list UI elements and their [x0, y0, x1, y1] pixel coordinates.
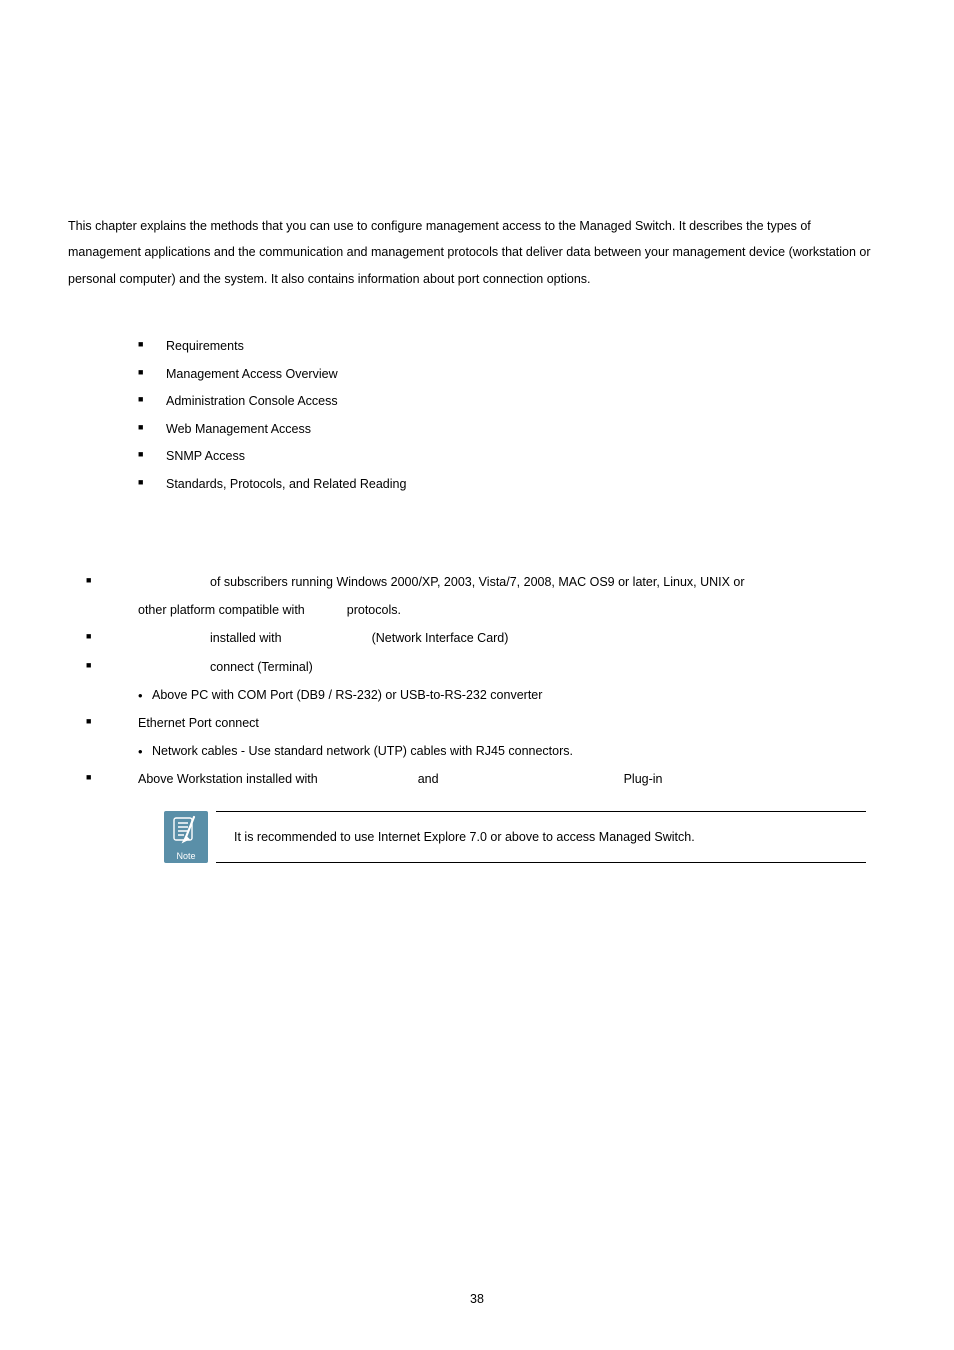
text: of subscribers running Windows 2000/XP, … — [210, 575, 745, 589]
note-icon-cell: Note — [156, 811, 216, 863]
note-text: It is recommended to use Internet Explor… — [234, 830, 695, 844]
text: (Network Interface Card) — [372, 631, 509, 645]
text: and — [418, 772, 439, 786]
topics-list: Requirements Management Access Overview … — [138, 333, 886, 498]
text: Above Workstation installed with — [138, 772, 318, 786]
list-item: Administration Console Access — [138, 388, 886, 416]
note-block: Note It is recommended to use Internet E… — [156, 811, 866, 863]
list-item: connect (Terminal) Above PC with COM Por… — [86, 653, 886, 709]
note-text-cell: It is recommended to use Internet Explor… — [216, 811, 866, 863]
list-item: Standards, Protocols, and Related Readin… — [138, 471, 886, 499]
list-item: Management Access Overview — [138, 361, 886, 389]
text: other platform compatible with — [138, 603, 305, 617]
text: connect (Terminal) — [210, 660, 313, 674]
note-label: Note — [164, 851, 208, 861]
text: protocols. — [347, 603, 401, 617]
list-item: Above PC with COM Port (DB9 / RS-232) or… — [138, 681, 886, 709]
list-item: Web Management Access — [138, 416, 886, 444]
sub-list: Network cables - Use standard network (U… — [138, 737, 886, 765]
list-item: of subscribers running Windows 2000/XP, … — [86, 568, 886, 624]
sub-list: Above PC with COM Port (DB9 / RS-232) or… — [138, 681, 886, 709]
intro-paragraph: This chapter explains the methods that y… — [68, 213, 886, 294]
document-page: This chapter explains the methods that y… — [0, 0, 954, 1350]
list-item: installed with (Network Interface Card) — [86, 624, 886, 652]
list-item: SNMP Access — [138, 443, 886, 471]
list-item: Requirements — [138, 333, 886, 361]
list-item: Ethernet Port connect Network cables - U… — [86, 709, 886, 765]
page-number: 38 — [0, 1292, 954, 1306]
list-item: Network cables - Use standard network (U… — [138, 737, 886, 765]
list-item: Above Workstation installed with and Plug-… — [86, 765, 886, 793]
text: Ethernet Port connect — [138, 716, 259, 730]
text: installed with — [210, 631, 282, 645]
text: Plug-in — [624, 772, 663, 786]
note-icon: Note — [164, 811, 208, 863]
requirements-list: of subscribers running Windows 2000/XP, … — [86, 568, 886, 793]
